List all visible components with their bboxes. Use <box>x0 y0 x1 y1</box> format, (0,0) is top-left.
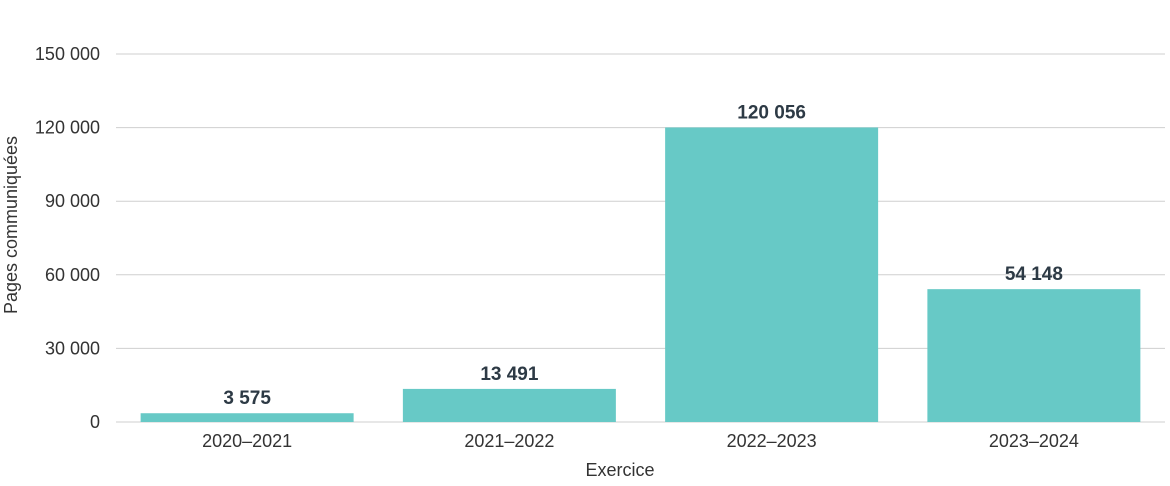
data-label: 13 491 <box>480 364 539 385</box>
x-tick-label: 2020–2021 <box>202 431 292 451</box>
bar <box>927 289 1141 422</box>
y-tick-label: 60 000 <box>45 265 100 285</box>
x-tick-label: 2022–2023 <box>727 431 817 451</box>
bar <box>402 388 616 422</box>
data-label: 54 148 <box>1005 264 1063 285</box>
bar <box>665 127 879 422</box>
y-axis-title: Pages communiquées <box>1 136 21 314</box>
data-label: 120 056 <box>737 102 806 123</box>
x-axis-title: Exercice <box>585 460 654 480</box>
x-tick-label: 2023–2024 <box>989 431 1079 451</box>
y-tick-label: 30 000 <box>45 338 100 358</box>
y-tick-labels: 0 30 000 60 000 90 000 120 000 150 000 <box>35 44 100 432</box>
data-labels: 3 575 13 491 120 056 54 148 <box>223 102 1063 409</box>
y-tick-label: 90 000 <box>45 191 100 211</box>
x-tick-label: 2021–2022 <box>464 431 554 451</box>
y-tick-label: 120 000 <box>35 118 100 138</box>
y-tick-label: 150 000 <box>35 44 100 64</box>
y-tick-label: 0 <box>90 412 100 432</box>
data-label: 3 575 <box>223 388 271 409</box>
bars <box>140 127 1141 422</box>
bar <box>140 413 354 422</box>
x-tick-labels: 2020–2021 2021–2022 2022–2023 2023–2024 <box>202 431 1079 451</box>
